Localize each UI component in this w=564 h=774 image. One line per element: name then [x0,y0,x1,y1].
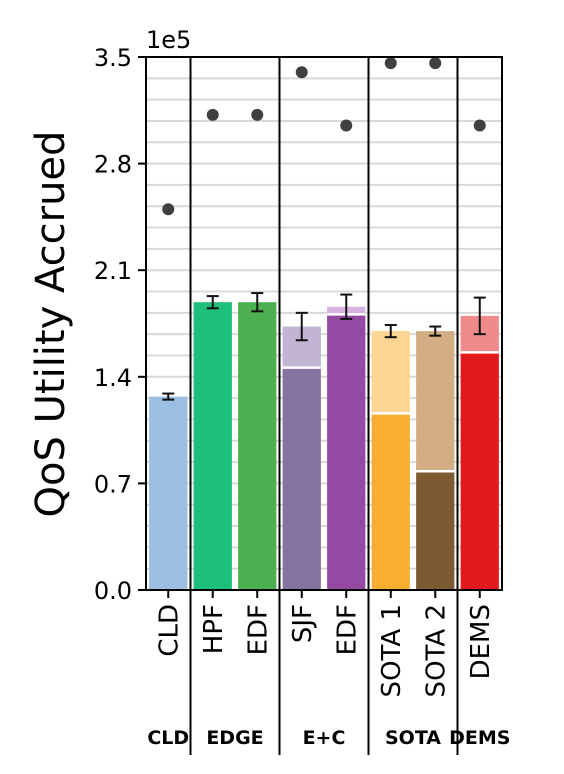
group-label: SOTA [385,727,441,749]
group-label: E+C [303,727,346,749]
bar-base [282,367,321,590]
max-marker [473,119,486,132]
max-marker [206,108,219,121]
bar-base [238,302,277,590]
bar-base [416,471,455,590]
x-tick-label: CLD [154,604,184,657]
y-tick-label: 1.4 [94,364,132,392]
x-axis: CLD HPF EDF SJF EDF SOTA 1 SOTA 2 DEMS [154,590,496,697]
y-tick-label: 2.8 [94,151,132,179]
max-marker [384,57,397,70]
group-label: CLD [147,727,189,749]
group-labels: CLD EDGE E+C SOTA DEMS [147,727,510,749]
markers [162,57,486,401]
y-tick-label: 2.1 [94,257,132,285]
group-label: EDGE [206,727,263,749]
y-axis: 0.0 0.7 1.4 2.1 2.8 3.5 [94,44,146,605]
max-marker [340,119,353,132]
bar-top [371,331,410,414]
x-tick-label: DEMS [466,604,496,679]
bar-base [460,352,499,590]
bar-base [149,396,188,590]
max-marker [295,66,308,79]
x-tick-label: SOTA 1 [377,604,407,697]
group-separators [189,57,459,755]
plot-frame [145,56,503,591]
y-tick-label: 0.0 [94,577,132,605]
y-axis-label: QoS Utility Accrued [28,131,74,518]
x-tick-label: EDF [243,604,273,655]
bar-base [193,302,232,590]
bar-base [371,413,410,590]
bars [149,302,499,590]
bar-top [416,331,455,472]
x-tick-label: HPF [199,604,229,654]
y-tick-label: 0.7 [94,470,132,498]
max-marker [251,108,264,121]
bar-base [327,314,366,590]
x-tick-label: SOTA 2 [421,604,451,697]
max-marker [162,203,175,216]
max-marker [429,57,442,70]
x-tick-label: SJF [288,604,318,643]
x-tick-label: EDF [332,604,362,655]
offset-text: 1e5 [146,26,191,54]
group-label: DEMS [449,727,510,749]
y-tick-label: 3.5 [94,44,132,72]
